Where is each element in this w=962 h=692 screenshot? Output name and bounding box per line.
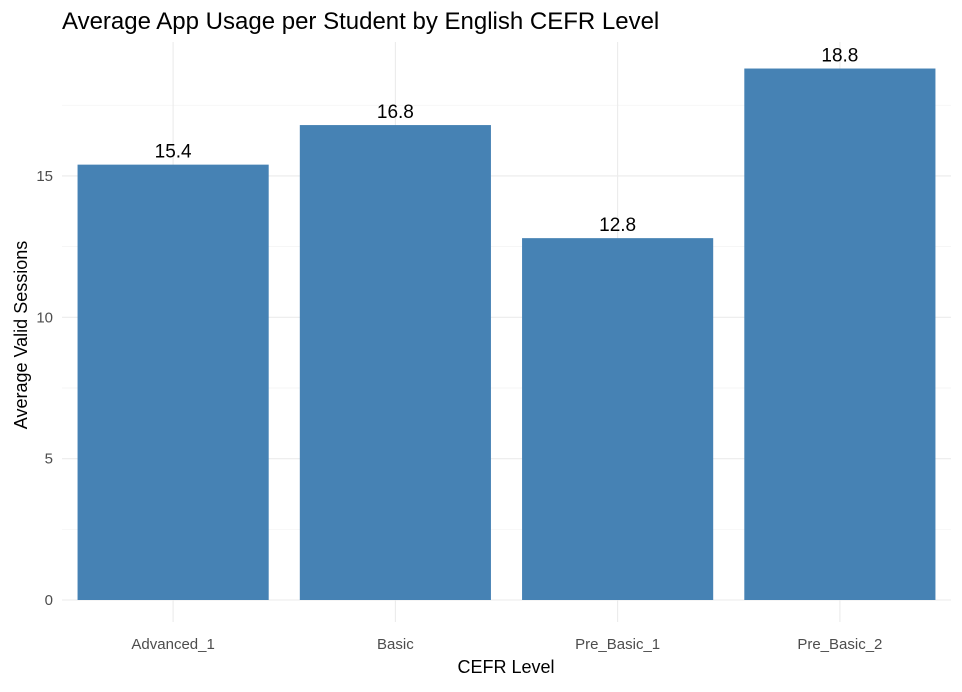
data-label: 16.8 [377, 102, 414, 123]
data-labels: 15.4 16.8 12.8 18.8 [155, 46, 859, 237]
bar-pre-basic-2 [744, 68, 936, 601]
y-tick-label: 10 [36, 309, 53, 326]
bar-pre-basic-1 [522, 238, 714, 601]
y-tick-label: 5 [45, 451, 53, 468]
y-axis-title: Average Valid Sessions [11, 241, 31, 429]
x-tick-label: Pre_Basic_2 [797, 636, 882, 653]
data-label: 18.8 [821, 46, 858, 67]
y-tick-label: 15 [36, 168, 53, 185]
x-axis-title: CEFR Level [457, 657, 554, 677]
bars [77, 68, 936, 601]
bar-advanced-1 [77, 164, 269, 600]
chart-title: Average App Usage per Student by English… [62, 8, 659, 35]
x-axis-ticks: Advanced_1 Basic Pre_Basic_1 Pre_Basic_2 [131, 636, 882, 653]
data-label: 15.4 [155, 142, 192, 163]
bar-basic [299, 125, 491, 601]
x-tick-label: Basic [377, 636, 414, 653]
x-tick-label: Advanced_1 [131, 636, 214, 653]
y-tick-label: 0 [45, 592, 53, 609]
data-label: 12.8 [599, 215, 636, 236]
x-tick-label: Pre_Basic_1 [575, 636, 660, 653]
y-axis-ticks: 0 5 10 15 [36, 168, 53, 609]
